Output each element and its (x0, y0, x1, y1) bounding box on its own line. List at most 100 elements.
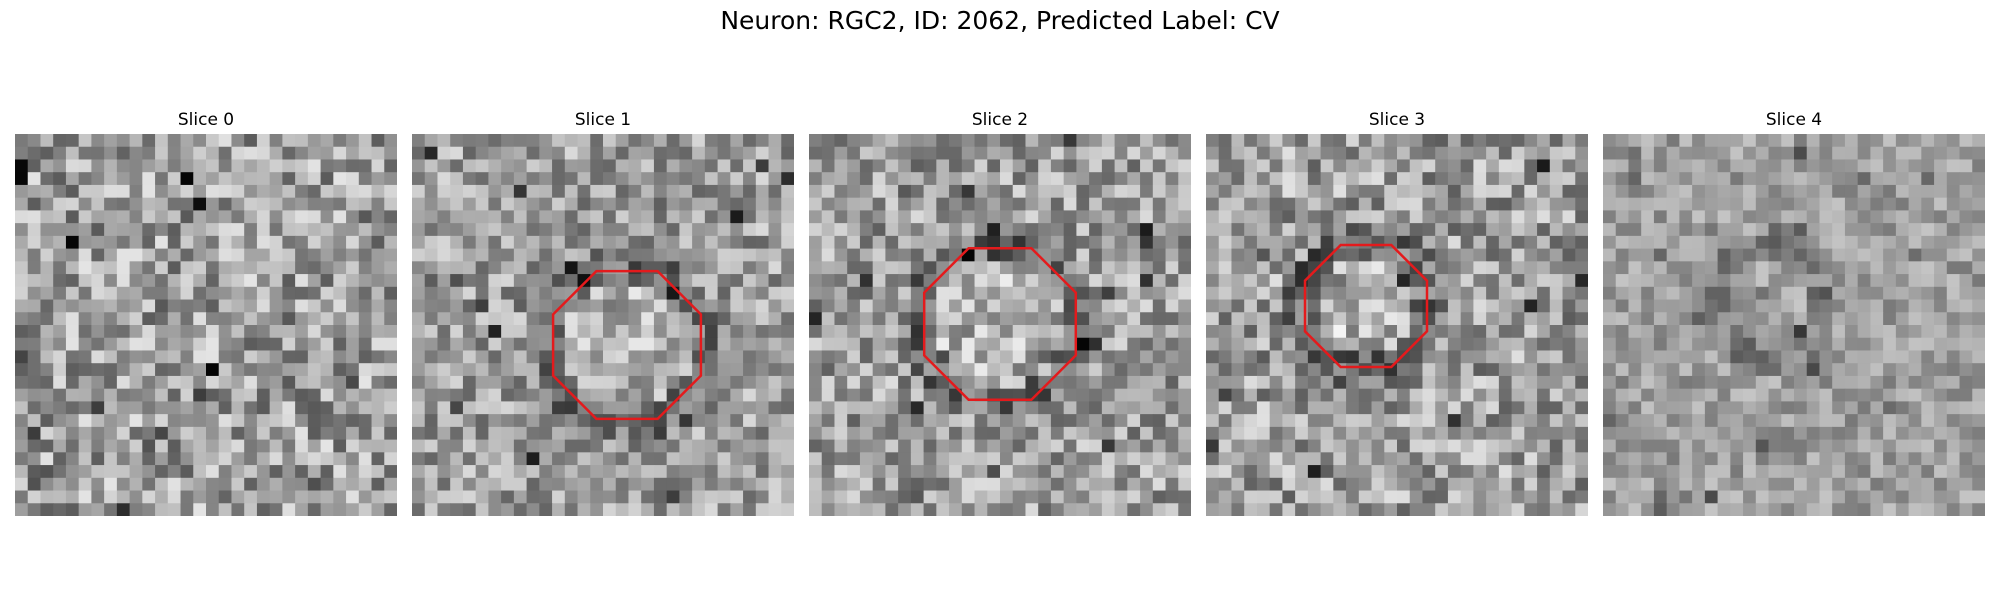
pixel (206, 452, 220, 466)
pixel (333, 134, 347, 148)
pixel (1012, 159, 1026, 173)
pixel (450, 363, 464, 377)
pixel (333, 350, 347, 364)
pixel (1819, 503, 1833, 516)
pixel (923, 375, 937, 390)
pixel (1603, 286, 1617, 301)
pixel (821, 223, 835, 237)
pixel (1666, 312, 1680, 326)
pixel (1946, 184, 1961, 199)
pixel (1101, 184, 1116, 199)
pixel (859, 172, 874, 186)
pixel (1537, 184, 1551, 199)
pixel (1063, 197, 1077, 211)
pixel (1486, 426, 1500, 441)
pixel (539, 134, 553, 148)
pixel (961, 261, 976, 275)
pixel (1089, 350, 1103, 364)
pixel (1844, 172, 1859, 186)
pixel (142, 210, 156, 224)
pixel (193, 452, 207, 466)
pixel (1473, 490, 1487, 504)
pixel (1384, 159, 1398, 173)
pixel (743, 235, 757, 250)
pixel (1218, 172, 1232, 186)
pixel (1089, 337, 1103, 351)
pixel (1282, 159, 1296, 173)
pixel (1063, 184, 1077, 199)
pixel (1679, 286, 1693, 301)
pixel (1447, 248, 1462, 262)
pixel (513, 146, 528, 160)
pixel (679, 261, 693, 275)
pixel (1486, 490, 1500, 504)
pixel (1755, 426, 1770, 441)
pixel (1730, 452, 1744, 466)
pixel (1307, 439, 1322, 453)
pixel (15, 452, 29, 466)
pixel (155, 159, 169, 173)
pixel (53, 363, 67, 377)
pixel (475, 465, 489, 479)
pixel (1844, 274, 1859, 288)
pixel (859, 134, 874, 148)
pixel (1114, 159, 1128, 173)
pixel (1870, 452, 1884, 466)
pixel (78, 452, 92, 466)
pixel (1140, 286, 1154, 301)
pixel (1101, 401, 1116, 415)
pixel (1666, 503, 1680, 516)
pixel (142, 452, 156, 466)
pixel (872, 388, 886, 402)
pixel (885, 350, 899, 364)
pixel (384, 388, 397, 402)
pixel (244, 197, 258, 211)
pixel (1307, 375, 1322, 390)
pixel (53, 465, 67, 479)
pixel (1895, 197, 1910, 211)
pixel (53, 312, 67, 326)
pixel (1282, 452, 1296, 466)
pixel (155, 172, 169, 186)
pixel (1908, 146, 1922, 160)
pixel (1666, 184, 1680, 199)
pixel (704, 223, 719, 237)
pixel (1549, 286, 1564, 301)
pixel (1781, 401, 1795, 415)
pixel (1524, 172, 1538, 186)
pixel (987, 375, 1001, 390)
pixel (1959, 426, 1973, 441)
pixel (1152, 490, 1167, 504)
pixel (679, 184, 693, 199)
pixel (628, 261, 642, 275)
pixel (142, 286, 156, 301)
pixel (653, 184, 668, 199)
pixel (320, 350, 334, 364)
pixel (1307, 159, 1322, 173)
pixel (1473, 426, 1487, 441)
pixel (1152, 414, 1167, 428)
pixel (1012, 363, 1026, 377)
pixel (1653, 325, 1668, 339)
pixel (384, 134, 397, 148)
pixel (1755, 172, 1770, 186)
pixel (358, 274, 373, 288)
pixel (1038, 299, 1052, 313)
pixel (577, 363, 591, 377)
pixel (1549, 146, 1564, 160)
pixel (1794, 184, 1808, 199)
pixel (1178, 490, 1191, 504)
pixel (1641, 235, 1655, 250)
pixel (1972, 146, 1985, 160)
pixel (1435, 197, 1449, 211)
pixel (1447, 261, 1462, 275)
pixel (1653, 172, 1668, 186)
pixel (1076, 223, 1090, 237)
pixel (1641, 325, 1655, 339)
pixel (437, 134, 451, 148)
pixel (1921, 134, 1935, 148)
pixel (1152, 223, 1167, 237)
pixel (704, 465, 719, 479)
pixel (1486, 375, 1500, 390)
pixel (501, 426, 515, 441)
